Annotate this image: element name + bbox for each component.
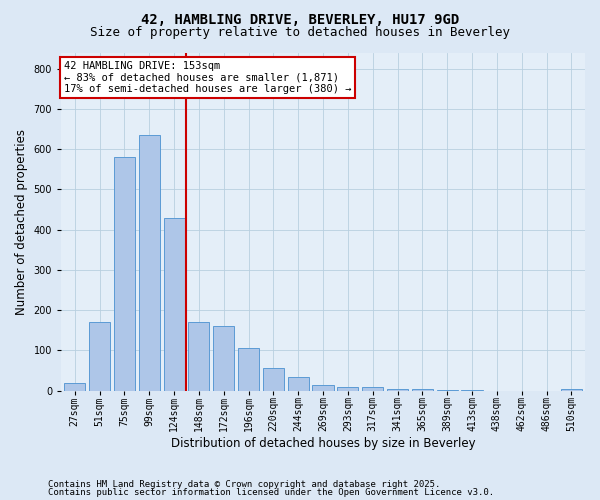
Bar	[139, 135, 160, 390]
Y-axis label: Number of detached properties: Number of detached properties	[15, 128, 28, 314]
Text: Contains HM Land Registry data © Crown copyright and database right 2025.: Contains HM Land Registry data © Crown c…	[48, 480, 440, 489]
Bar	[89, 322, 110, 390]
Bar	[337, 386, 358, 390]
Text: 42 HAMBLING DRIVE: 153sqm
← 83% of detached houses are smaller (1,871)
17% of se: 42 HAMBLING DRIVE: 153sqm ← 83% of detac…	[64, 61, 351, 94]
Bar	[64, 382, 85, 390]
Bar	[238, 348, 259, 391]
Bar	[561, 388, 582, 390]
Bar	[313, 384, 334, 390]
Bar	[287, 376, 309, 390]
Bar	[188, 322, 209, 390]
Bar	[114, 157, 135, 390]
Bar	[387, 388, 408, 390]
Text: Contains public sector information licensed under the Open Government Licence v3: Contains public sector information licen…	[48, 488, 494, 497]
Text: Size of property relative to detached houses in Beverley: Size of property relative to detached ho…	[90, 26, 510, 39]
Bar	[263, 368, 284, 390]
Bar	[362, 388, 383, 390]
Text: 42, HAMBLING DRIVE, BEVERLEY, HU17 9GD: 42, HAMBLING DRIVE, BEVERLEY, HU17 9GD	[141, 12, 459, 26]
X-axis label: Distribution of detached houses by size in Beverley: Distribution of detached houses by size …	[171, 437, 475, 450]
Bar	[213, 326, 234, 390]
Bar	[164, 218, 185, 390]
